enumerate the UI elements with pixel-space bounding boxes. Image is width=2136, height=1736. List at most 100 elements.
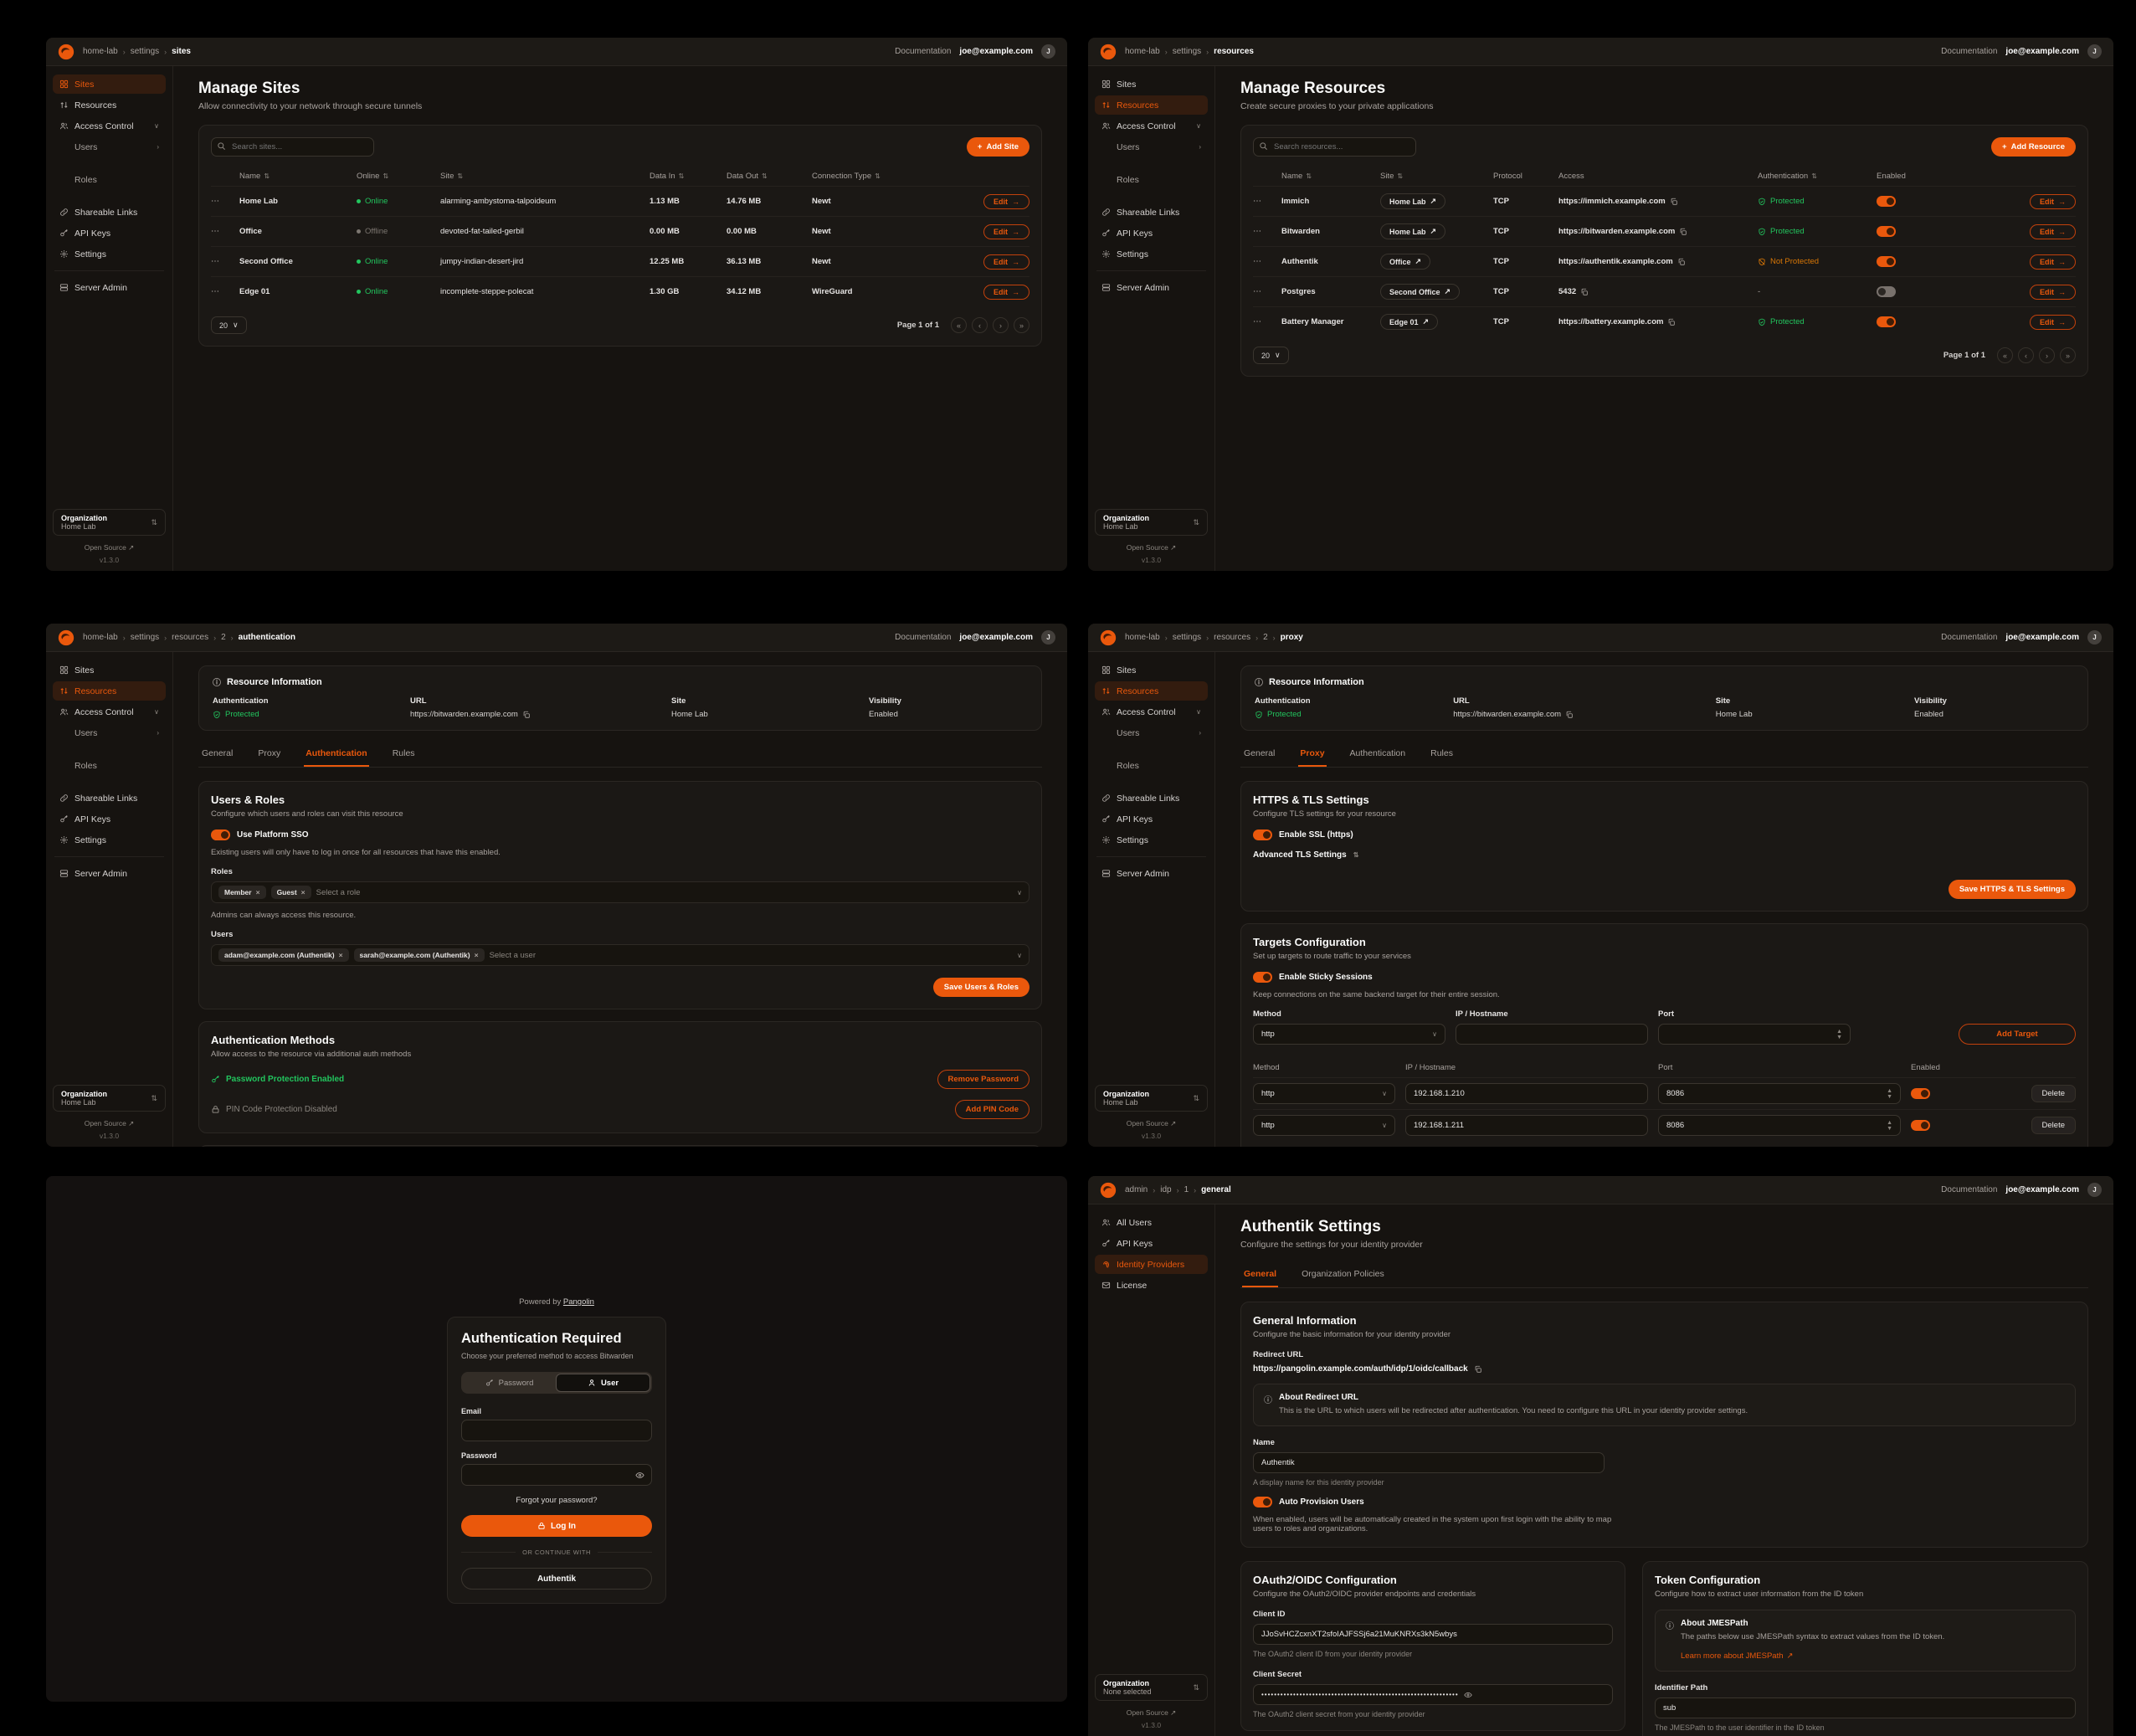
org-selector[interactable]: Organization Home Lab ⇅ — [53, 1085, 166, 1112]
sidebar-item-server-admin[interactable]: Server Admin — [1095, 864, 1208, 883]
sidebar-item-users[interactable]: Users › — [1117, 141, 1201, 152]
user-email[interactable]: joe@example.com — [959, 633, 1033, 642]
auto-provision-toggle[interactable] — [1253, 1497, 1272, 1508]
avatar[interactable]: J — [2087, 1183, 2102, 1197]
sidebar-item-settings[interactable]: Settings — [53, 244, 166, 264]
site-chip[interactable]: Second Office ↗ — [1380, 284, 1461, 300]
sidebar-item-roles[interactable]: Roles — [1117, 760, 1139, 771]
sidebar-item-identity-providers[interactable]: Identity Providers — [1095, 1255, 1208, 1274]
row-menu-icon[interactable]: ⋯ — [1253, 257, 1262, 266]
edit-button[interactable]: Edit → — [983, 223, 1029, 239]
add-resource-button[interactable]: + Add Resource — [1991, 137, 2076, 157]
col-authentication[interactable]: Authentication ⇅ — [1758, 172, 1817, 181]
roles-select[interactable]: Member × Guest × Select a role ∨ — [211, 881, 1029, 903]
documentation-link[interactable]: Documentation — [895, 47, 952, 56]
avatar[interactable]: J — [2087, 630, 2102, 645]
documentation-link[interactable]: Documentation — [1941, 47, 1998, 56]
edit-button[interactable]: Edit → — [983, 254, 1029, 270]
copy-icon[interactable] — [1667, 318, 1676, 326]
tab-general[interactable]: General — [1242, 1263, 1279, 1287]
row-menu-icon[interactable]: ⋯ — [1253, 317, 1262, 326]
row-menu-icon[interactable]: ⋯ — [211, 287, 220, 296]
enabled-toggle[interactable] — [1877, 316, 1896, 327]
sidebar-item-api-keys[interactable]: API Keys — [1095, 1234, 1208, 1253]
open-source-link[interactable]: Open Source ↗ — [1126, 1708, 1177, 1717]
tab-organization-policies[interactable]: Organization Policies — [1302, 1269, 1384, 1279]
col-site[interactable]: Site ⇅ — [1380, 172, 1404, 181]
site-chip[interactable]: Home Lab ↗ — [1380, 193, 1446, 209]
identifier-path-field[interactable]: sub — [1655, 1697, 2076, 1718]
prev-page-button[interactable]: ‹ — [972, 317, 988, 333]
edit-button[interactable]: Edit → — [983, 193, 1029, 209]
site-chip[interactable]: Office ↗ — [1380, 254, 1431, 270]
target-enabled-toggle[interactable] — [1911, 1088, 1930, 1099]
copy-icon[interactable] — [1679, 228, 1687, 236]
user-email[interactable]: joe@example.com — [2005, 633, 2079, 642]
sticky-sessions-toggle[interactable] — [1253, 972, 1272, 983]
tab-user[interactable]: User — [556, 1374, 650, 1392]
sidebar-item-server-admin[interactable]: Server Admin — [1095, 278, 1208, 297]
email-field[interactable] — [461, 1420, 652, 1441]
sidebar-item-all-users[interactable]: All Users — [1095, 1213, 1208, 1232]
enabled-toggle[interactable] — [1877, 286, 1896, 297]
page-size-select[interactable]: 20 ∨ — [1253, 347, 1289, 364]
row-menu-icon[interactable]: ⋯ — [1253, 197, 1262, 206]
site-chip[interactable]: Edge 01 ↗ — [1380, 314, 1439, 330]
advanced-tls-expander[interactable]: Advanced TLS Settings ⇅ — [1253, 850, 1359, 860]
sidebar-item-access-control[interactable]: Access Control ∨ — [53, 702, 166, 722]
pangolin-link[interactable]: Pangolin — [562, 1297, 594, 1307]
sidebar-item-users[interactable]: Users › — [74, 727, 159, 738]
copy-icon[interactable] — [1565, 711, 1574, 719]
breadcrumb-settings[interactable]: settings — [130, 47, 160, 56]
copy-icon[interactable] — [1677, 258, 1686, 266]
copy-icon[interactable] — [1580, 288, 1589, 296]
add-pin-button[interactable]: Add PIN Code — [954, 1100, 1029, 1119]
add-site-button[interactable]: + Add Site — [966, 137, 1029, 157]
edit-button[interactable]: Edit → — [2030, 314, 2076, 330]
sidebar-item-access-control[interactable]: Access Control ∨ — [53, 116, 166, 136]
sidebar-item-sites[interactable]: Sites — [53, 660, 166, 680]
tab-proxy[interactable]: Proxy — [258, 748, 281, 758]
org-selector[interactable]: Organization Home Lab ⇅ — [53, 509, 166, 536]
jmespath-learn-link[interactable]: Learn more about JMESPath ↗ — [1681, 1651, 1794, 1661]
method-select[interactable]: http ∨ — [1253, 1115, 1395, 1136]
delete-target-button[interactable]: Delete — [2031, 1085, 2076, 1102]
sidebar-item-api-keys[interactable]: API Keys — [53, 223, 166, 243]
copy-icon[interactable] — [1474, 1365, 1482, 1374]
stepper-icon[interactable]: ▲ ▼ — [1836, 1028, 1842, 1040]
login-button[interactable]: Log In — [461, 1515, 652, 1537]
org-selector[interactable]: Organization Home Lab ⇅ — [1095, 509, 1208, 536]
last-page-button[interactable]: » — [1014, 317, 1029, 333]
sidebar-item-resources[interactable]: Resources — [1095, 681, 1208, 701]
sidebar-item-resources[interactable]: Resources — [53, 95, 166, 115]
delete-target-button[interactable]: Delete — [2031, 1117, 2076, 1134]
org-selector[interactable]: Organization Home Lab ⇅ — [1095, 1085, 1208, 1112]
sidebar-item-settings[interactable]: Settings — [53, 830, 166, 850]
next-page-button[interactable]: › — [2039, 347, 2055, 363]
authentik-sso-button[interactable]: Authentik — [461, 1568, 652, 1590]
tab-proxy[interactable]: Proxy — [1298, 742, 1327, 767]
row-menu-icon[interactable]: ⋯ — [211, 227, 220, 236]
sidebar-item-api-keys[interactable]: API Keys — [53, 809, 166, 829]
edit-button[interactable]: Edit → — [983, 284, 1029, 300]
port-input[interactable]: 8086 ▲ ▼ — [1658, 1083, 1901, 1104]
tab-general[interactable]: General — [1244, 748, 1276, 758]
stepper-icon[interactable]: ▲ ▼ — [1887, 1087, 1892, 1100]
sidebar-item-api-keys[interactable]: API Keys — [1095, 223, 1208, 243]
sidebar-item-resources[interactable]: Resources — [53, 681, 166, 701]
search-input[interactable] — [211, 137, 374, 157]
eye-icon[interactable] — [635, 1471, 644, 1480]
documentation-link[interactable]: Documentation — [895, 633, 952, 642]
enabled-toggle[interactable] — [1877, 226, 1896, 237]
sidebar-item-license[interactable]: License — [1095, 1276, 1208, 1295]
copy-icon[interactable] — [522, 711, 531, 719]
edit-button[interactable]: Edit → — [2030, 284, 2076, 300]
sidebar-item-roles[interactable]: Roles — [74, 174, 97, 185]
tab-password[interactable]: Password — [463, 1374, 556, 1392]
remove-password-button[interactable]: Remove Password — [937, 1070, 1029, 1089]
sidebar-item-shareable-links[interactable]: Shareable Links — [53, 203, 166, 222]
documentation-link[interactable]: Documentation — [1941, 633, 1998, 642]
sidebar-item-roles[interactable]: Roles — [1117, 174, 1139, 185]
prev-page-button[interactable]: ‹ — [2018, 347, 2034, 363]
tab-authentication[interactable]: Authentication — [304, 742, 369, 767]
